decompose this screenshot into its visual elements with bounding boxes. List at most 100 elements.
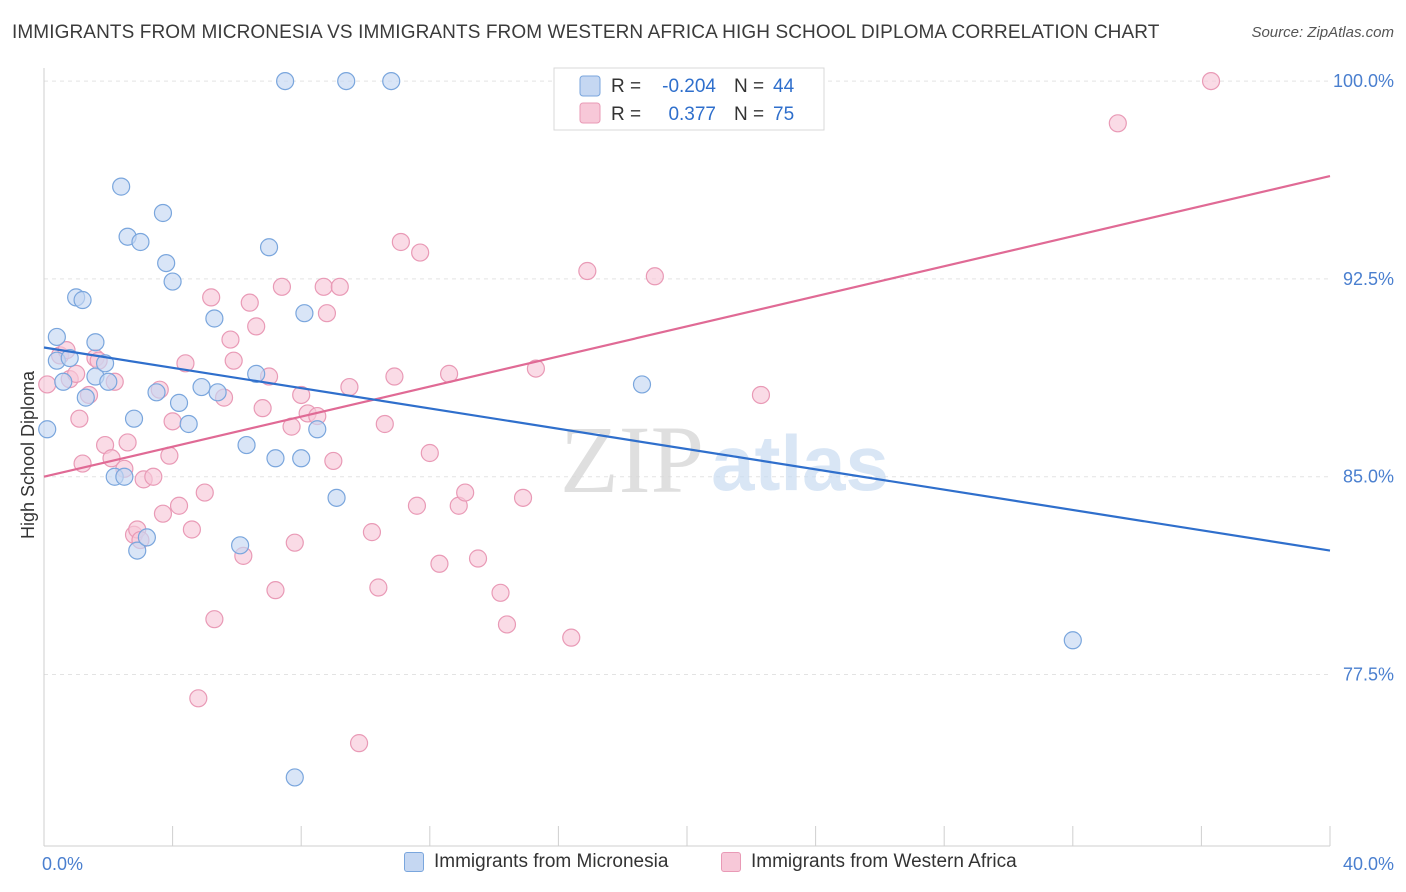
axes: [43, 68, 1331, 847]
watermark-atlas: atlas: [711, 419, 889, 507]
x-tick-label-1: 40.0%: [1343, 854, 1394, 874]
wafrica-point-36: [247, 317, 266, 336]
micronesia-point-28: [208, 383, 227, 402]
micronesia-point-25: [179, 414, 198, 434]
wafrica-point-21: [153, 504, 173, 523]
legend-item-micronesia: Immigrants from Micronesia: [404, 851, 668, 873]
micronesia-point-34: [276, 72, 295, 91]
wafrica-point-42: [285, 533, 304, 552]
wafrica-point-27: [189, 689, 208, 708]
x-tick-label-0: 0.0%: [42, 854, 83, 874]
micronesia-point-22: [157, 253, 176, 273]
micronesia-point-9: [86, 333, 105, 352]
y-tick-label-1: 85.0%: [1343, 467, 1394, 487]
wafrica-point-74: [1108, 114, 1127, 133]
micronesia-point-42: [632, 375, 652, 394]
x-tick-labels: 0.0% 40.0%: [42, 854, 1394, 874]
wafrica-point-37: [253, 399, 272, 418]
micronesia-point-32: [259, 238, 279, 257]
y-tick-label-0: 77.5%: [1343, 665, 1394, 685]
legend-swatch-wafrica-bottom: [721, 852, 741, 872]
micronesia-point-39: [327, 488, 346, 507]
legend-n-value-wafrica: 75: [773, 104, 794, 125]
micronesia-point-36: [292, 449, 311, 468]
micronesia-point-18: [131, 232, 150, 252]
micronesia-point-37: [295, 304, 314, 323]
wafrica-point-47: [317, 304, 337, 323]
wafrica-point-60: [430, 554, 449, 573]
micronesia-point-19: [137, 528, 156, 547]
micronesia-point-10: [95, 354, 115, 373]
wafrica-point-24: [169, 496, 189, 515]
micronesia-point-43: [1063, 631, 1082, 650]
y-axis-label: High School Diploma: [18, 370, 38, 539]
micronesia-point-4: [60, 348, 79, 368]
micronesia-point-31: [247, 364, 266, 383]
legend-swatch-micronesia: [579, 75, 601, 97]
legend-r-value-wafrica: 0.377: [668, 104, 716, 125]
micronesia-point-23: [163, 272, 182, 291]
legend-n-label-wafrica: N =: [734, 104, 764, 125]
wafrica-point-64: [468, 549, 488, 568]
wafrica-point-46: [314, 277, 333, 296]
wafrica-point-5: [70, 409, 89, 428]
wafrica-point-29: [202, 288, 221, 307]
micronesia-point-41: [382, 72, 401, 91]
wafrica-point-63: [456, 483, 475, 502]
micronesia-point-0: [38, 420, 57, 439]
wafrica-point-54: [375, 414, 394, 434]
wafrica-point-30: [205, 610, 224, 629]
legend-top: R = -0.204 N = 44 R = 0.377 N = 75: [553, 67, 825, 131]
wafrica-point-26: [182, 520, 201, 539]
wafrica-point-66: [497, 615, 517, 634]
legend-r-label-wafrica: R =: [611, 104, 641, 125]
y-tick-labels: 77.5% 85.0% 92.5% 100.0%: [1333, 71, 1394, 684]
trend-line-wafrica: [43, 174, 1331, 478]
micronesia-point-21: [153, 203, 173, 223]
micronesia-point-17: [128, 541, 147, 560]
wafrica-point-59: [420, 443, 439, 463]
micronesia-point-30: [237, 435, 256, 455]
micronesia-point-16: [124, 409, 144, 428]
wafrica-point-40: [272, 277, 292, 296]
wafrica-point-19: [144, 467, 163, 486]
series-micronesia-points: [38, 72, 1082, 787]
wafrica-point-49: [330, 277, 349, 296]
legend-swatch-micronesia-bottom: [404, 852, 424, 872]
wafrica-point-53: [369, 578, 388, 597]
wafrica-point-25: [176, 354, 195, 373]
wafrica-point-72: [645, 267, 664, 286]
wafrica-point-75: [1201, 72, 1221, 91]
micronesia-point-38: [308, 420, 327, 439]
wafrica-point-70: [578, 261, 597, 281]
micronesia-point-26: [192, 377, 211, 397]
legend-item-wafrica: Immigrants from Western Africa: [721, 851, 1017, 873]
wafrica-point-32: [221, 330, 240, 349]
watermark: ZIP atlas: [560, 406, 889, 513]
wafrica-point-14: [118, 433, 137, 452]
source-credit: Source: ZipAtlas.com: [1251, 24, 1394, 41]
wafrica-point-35: [240, 293, 259, 312]
legend-bottom: Immigrants from Micronesia Immigrants fr…: [0, 851, 1406, 879]
wafrica-point-69: [562, 628, 581, 647]
wafrica-point-58: [411, 243, 430, 262]
trend-lines: [43, 174, 1331, 552]
wafrica-point-23: [163, 412, 182, 431]
legend-n-value-micronesia: 44: [773, 76, 795, 97]
wafrica-point-51: [349, 734, 369, 753]
wafrica-point-39: [266, 581, 285, 600]
legend-label-micronesia: Immigrants from Micronesia: [434, 851, 669, 872]
micronesia-point-33: [266, 449, 285, 468]
micronesia-point-3: [54, 372, 73, 391]
micronesia-point-35: [285, 768, 304, 787]
legend-label-wafrica: Immigrants from Western Africa: [751, 851, 1017, 872]
y-tick-label-2: 92.5%: [1343, 269, 1394, 289]
wafrica-point-55: [385, 367, 404, 386]
micronesia-point-29: [231, 536, 250, 555]
wafrica-point-48: [324, 451, 343, 471]
legend-r-value-micronesia: -0.204: [662, 76, 716, 97]
micronesia-point-2: [47, 327, 66, 347]
micronesia-point-11: [99, 372, 118, 391]
wafrica-point-68: [526, 359, 545, 378]
wafrica-point-33: [224, 351, 243, 370]
